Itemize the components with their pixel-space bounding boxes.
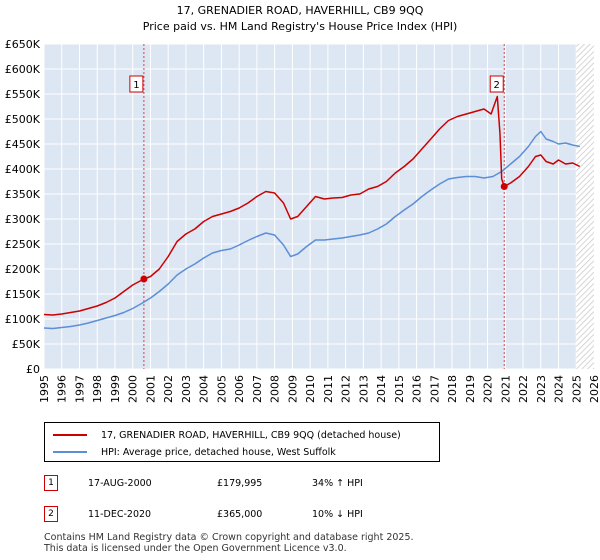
y-tick-label: £100K (5, 313, 41, 326)
hpi-series-line (43, 130, 580, 330)
sale-hpi-2: 10% ↓ HPI (312, 508, 363, 520)
sale-point-2 (500, 183, 508, 190)
x-tick-label: 2010 (304, 375, 317, 403)
legend-label-property: 17, GRENADIER ROAD, HAVERHILL, CB9 9QQ (… (101, 429, 401, 441)
price-chart: 17, GRENADIER ROAD, HAVERHILL, CB9 9QQ P… (5, 4, 600, 403)
x-tick-label: 2005 (215, 375, 228, 403)
x-tick-label: 2004 (198, 375, 211, 403)
sale-date-1: 17-AUG-2000 (88, 477, 152, 489)
legend-swatch-property (53, 434, 87, 436)
y-tick-label: £400K (5, 163, 41, 176)
x-tick-label: 2006 (233, 375, 246, 403)
chart-title: 17, GRENADIER ROAD, HAVERHILL, CB9 9QQ (177, 4, 424, 17)
x-tick-label: 2024 (553, 375, 566, 403)
x-tick-label: 2026 (588, 375, 600, 403)
y-tick-label: £150K (5, 288, 41, 301)
y-tick-label: £200K (5, 263, 41, 276)
legend-item-hpi: HPI: Average price, detached house, West… (53, 444, 336, 460)
y-tick-label: £550K (5, 88, 41, 101)
x-tick-label: 2023 (535, 375, 548, 403)
grid-lines (43, 43, 595, 370)
x-tick-label: 2025 (570, 375, 583, 403)
x-tick-label: 2018 (446, 375, 459, 403)
legend-item-property: 17, GRENADIER ROAD, HAVERHILL, CB9 9QQ (… (53, 427, 401, 443)
y-tick-label: £350K (5, 188, 41, 201)
sale-price-2: £365,000 (217, 508, 263, 520)
x-tick-label: 2016 (411, 375, 424, 403)
x-tick-label: 2001 (144, 375, 157, 403)
x-tick-label: 1999 (109, 375, 122, 403)
y-tick-label: £250K (5, 238, 41, 251)
sale-point-1 (140, 275, 148, 283)
x-tick-label: 2011 (322, 375, 335, 403)
x-tick-label: 2015 (393, 375, 406, 403)
legend-label-hpi: HPI: Average price, detached house, West… (101, 446, 336, 458)
x-tick-label: 2008 (269, 375, 282, 403)
footer-copyright: Contains HM Land Registry data © Crown c… (44, 532, 414, 543)
sale-badge-1: 1 (44, 475, 58, 491)
sale-badge-2: 2 (44, 506, 58, 522)
sale-chart-badge-1 (129, 75, 144, 93)
sale-row-1: 1 17-AUG-2000 £179,995 34% ↑ HPI (44, 473, 363, 493)
x-tick-label: 2017 (428, 375, 441, 403)
x-tick-label: 2019 (464, 375, 477, 403)
x-tick-label: 2012 (340, 375, 353, 403)
y-tick-label: £600K (5, 63, 41, 76)
y-axis: £0 £50K £100K £150K £200K £250K £300K £350K £400… (5, 38, 41, 376)
y-tick-label: £500K (5, 113, 41, 126)
x-tick-label: 1995 (38, 375, 51, 403)
x-tick-label: 2020 (482, 375, 495, 403)
footer-license: This data is licensed under the Open Gov… (44, 543, 347, 554)
y-tick-label: £450K (5, 138, 41, 151)
sale-chart-badge-label-2: 2 (494, 80, 500, 91)
x-tick-label: 2009 (286, 375, 299, 403)
x-tick-label: 2003 (180, 375, 193, 403)
x-tick-label: 2022 (517, 375, 530, 403)
y-tick-label: £0 (26, 363, 40, 376)
sale-price-1: £179,995 (217, 477, 263, 489)
x-tick-label: 2007 (251, 375, 264, 403)
sale-hpi-1: 34% ↑ HPI (312, 477, 363, 489)
sale-row-2: 2 11-DEC-2020 £365,000 10% ↓ HPI (44, 504, 363, 524)
x-tick-label: 2000 (127, 375, 140, 403)
sale-date-2: 11-DEC-2020 (88, 508, 152, 520)
y-tick-label: £50K (12, 338, 41, 351)
y-tick-label: £300K (5, 213, 41, 226)
legend-swatch-hpi (53, 451, 87, 453)
x-tick-label: 1998 (91, 375, 104, 403)
x-tick-label: 1997 (73, 375, 86, 403)
x-tick-label: 2013 (357, 375, 370, 403)
y-tick-label: £650K (5, 38, 41, 51)
plot-area (44, 44, 594, 369)
chart-subtitle: Price paid vs. HM Land Registry's House … (143, 20, 458, 33)
sale-chart-badge-label-1: 1 (133, 80, 139, 91)
x-tick-label: 1996 (56, 375, 69, 403)
x-tick-label: 2002 (162, 375, 175, 403)
x-axis: 1995 1996 1997 1998 1999 2000 2001 2002 2003 2004… (38, 375, 600, 403)
x-tick-label: 2014 (375, 375, 388, 403)
x-tick-label: 2021 (499, 375, 512, 403)
legend: 17, GRENADIER ROAD, HAVERHILL, CB9 9QQ (… (44, 422, 440, 462)
sale-chart-badge-2 (489, 75, 504, 93)
forecast-hatch (576, 44, 594, 369)
